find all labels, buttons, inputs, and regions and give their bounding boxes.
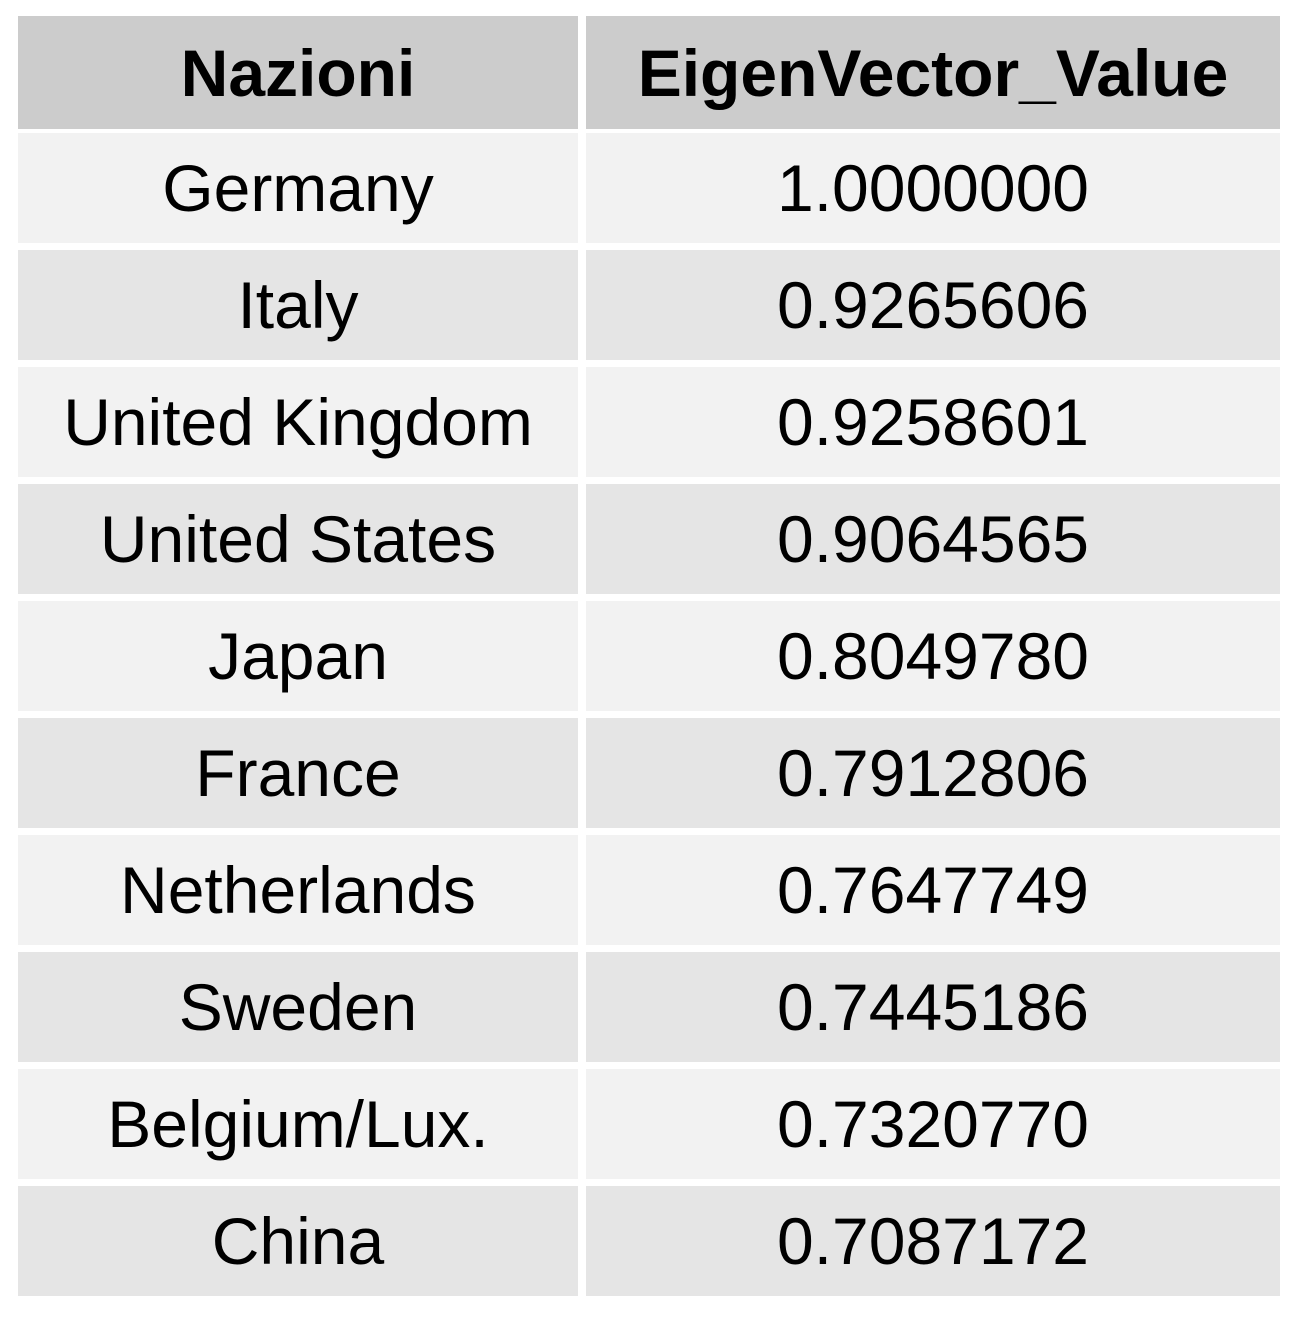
table-cell-eigenvector-value: 0.7320770 [586,1069,1280,1179]
table-cell-eigenvector-value: 0.9064565 [586,484,1280,594]
column-header-eigenvector-value: EigenVector_Value [586,16,1280,129]
table-cell-country: Netherlands [18,835,578,945]
table-cell-country: United States [18,484,578,594]
table-cell-country: Japan [18,601,578,711]
table-cell-country: Italy [18,250,578,360]
table-cell-eigenvector-value: 0.8049780 [586,601,1280,711]
table-cell-eigenvector-value: 1.0000000 [586,133,1280,243]
table-cell-eigenvector-value: 0.9258601 [586,367,1280,477]
table-cell-eigenvector-value: 0.7445186 [586,952,1280,1062]
table-cell-eigenvector-value: 0.7087172 [586,1186,1280,1296]
eigenvector-table: Nazioni EigenVector_Value Germany 1.00000… [18,16,1280,1296]
table-cell-eigenvector-value: 0.7647749 [586,835,1280,945]
table-cell-country: Belgium/Lux. [18,1069,578,1179]
table-cell-country: China [18,1186,578,1296]
column-header-nazioni: Nazioni [18,16,578,129]
table-cell-country: Sweden [18,952,578,1062]
table-cell-country: United Kingdom [18,367,578,477]
table-cell-country: Germany [18,133,578,243]
table-cell-eigenvector-value: 0.7912806 [586,718,1280,828]
table-cell-eigenvector-value: 0.9265606 [586,250,1280,360]
table-cell-country: France [18,718,578,828]
